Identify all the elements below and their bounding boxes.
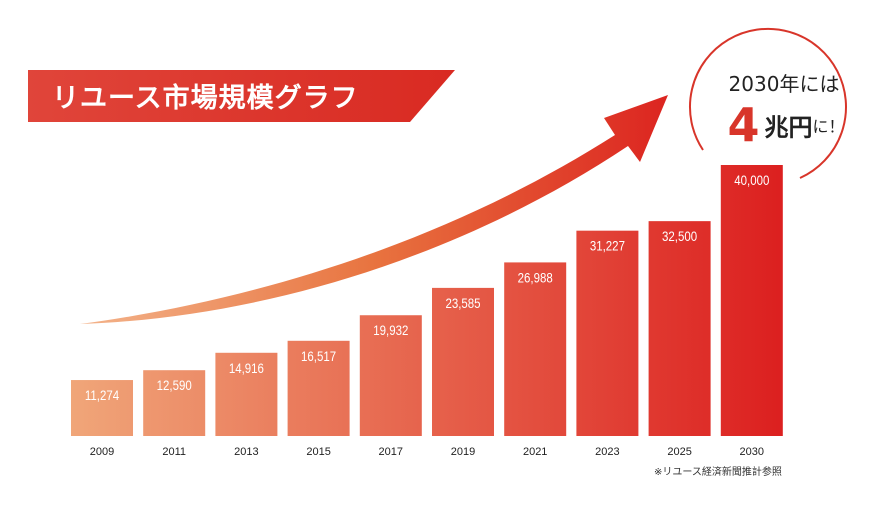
x-tick-label: 2019	[451, 446, 475, 458]
bar-2015	[287, 340, 350, 436]
x-tick-label: 2017	[379, 446, 403, 458]
value-label: 32,500	[662, 228, 697, 244]
highlight-circle	[689, 27, 847, 179]
value-label: 31,227	[590, 238, 625, 254]
annotation-tail: に！	[812, 117, 845, 136]
bar-2023	[576, 230, 639, 436]
value-label: 26,988	[518, 269, 553, 285]
x-tick-label: 2011	[162, 446, 186, 458]
value-label: 16,517	[301, 348, 336, 364]
annotation-unit: 兆円	[764, 113, 813, 142]
bar-2019	[432, 287, 494, 436]
annotation-line2: 4 兆円に！	[706, 98, 866, 152]
x-tick-label: 2013	[234, 446, 258, 458]
x-tick-label: 2021	[523, 446, 547, 458]
x-tick-label: 2025	[667, 446, 691, 458]
value-label: 14,916	[229, 360, 264, 376]
x-tick-label: 2009	[90, 446, 114, 458]
bar-2009	[71, 380, 133, 436]
source-note: ※リユース経済新聞推計参照	[654, 467, 782, 478]
x-tick-label: 2015	[306, 446, 330, 458]
value-label: 40,000	[734, 172, 769, 188]
bar-2013	[215, 352, 278, 436]
value-label: 19,932	[373, 322, 408, 338]
bar-2017	[359, 315, 422, 436]
bar-2011	[143, 370, 206, 436]
x-tick-label: 2030	[740, 446, 764, 458]
x-tick-label: 2023	[595, 446, 619, 458]
annotation-line1: 2030年には	[728, 72, 840, 96]
value-label: 12,590	[157, 377, 192, 393]
value-label: 23,585	[445, 295, 480, 311]
bar-2021	[504, 262, 567, 436]
bar-2025	[648, 221, 711, 436]
value-label: 11,274	[85, 387, 119, 403]
title-banner	[28, 70, 455, 122]
annotation-big-number: 4	[727, 98, 760, 152]
chart-title: リユース市場規模グラフ	[52, 83, 359, 114]
growth-arrow	[80, 95, 668, 324]
bar-2030	[720, 165, 783, 436]
